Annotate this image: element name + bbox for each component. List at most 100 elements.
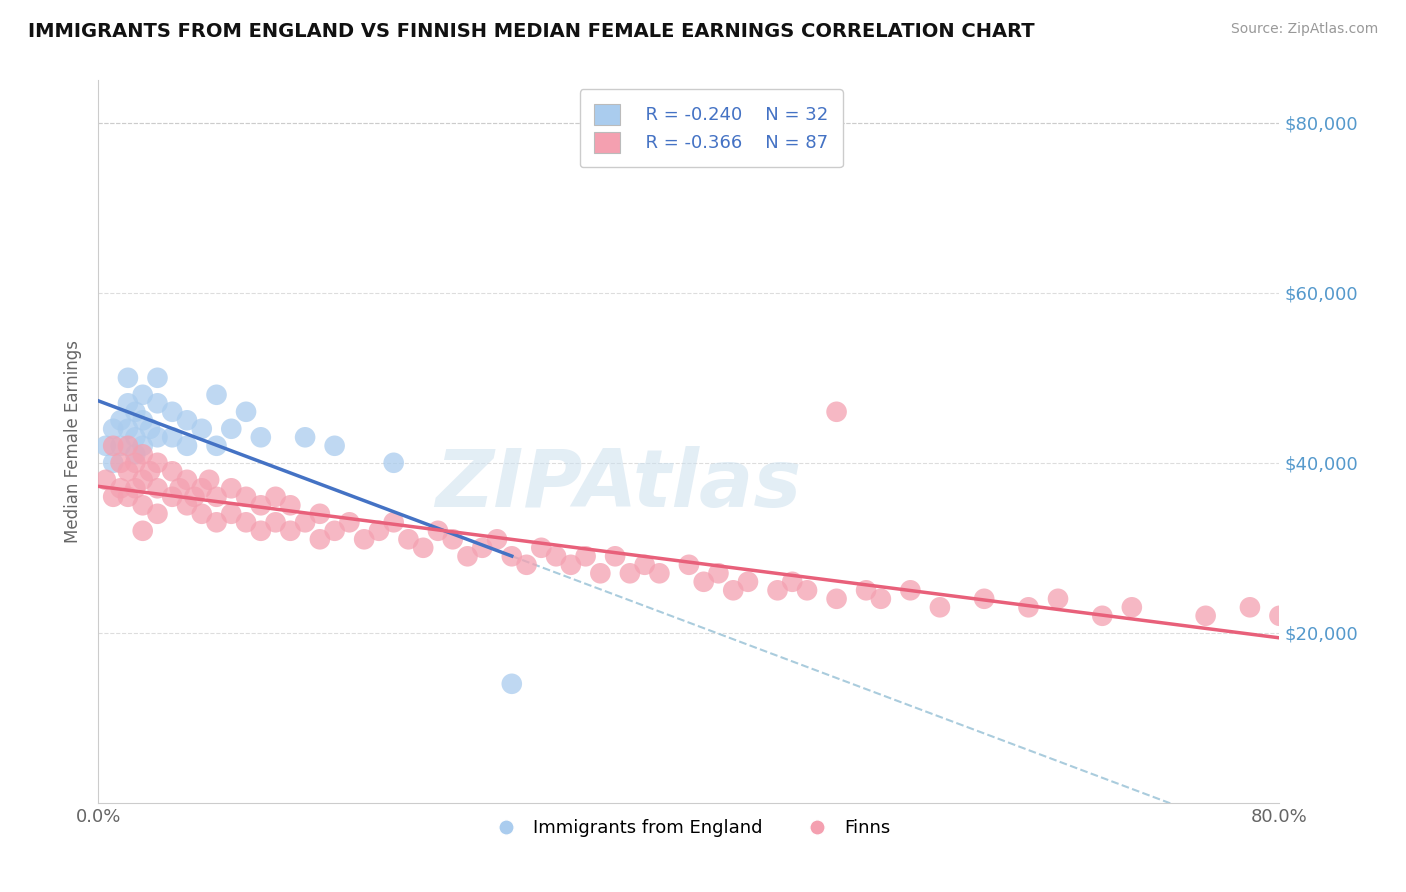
- Point: [264, 490, 287, 504]
- Point: [235, 516, 257, 530]
- Point: [323, 439, 346, 453]
- Point: [139, 422, 162, 436]
- Point: [737, 574, 759, 589]
- Point: [103, 490, 125, 504]
- Point: [486, 533, 509, 547]
- Point: [162, 490, 183, 504]
- Point: [294, 430, 316, 444]
- Point: [309, 533, 332, 547]
- Point: [1268, 608, 1291, 623]
- Point: [471, 541, 494, 555]
- Point: [183, 490, 205, 504]
- Text: IMMIGRANTS FROM ENGLAND VS FINNISH MEDIAN FEMALE EARNINGS CORRELATION CHART: IMMIGRANTS FROM ENGLAND VS FINNISH MEDIA…: [28, 22, 1035, 41]
- Point: [117, 422, 139, 436]
- Point: [124, 447, 146, 461]
- Point: [353, 533, 375, 547]
- Point: [146, 396, 169, 410]
- Point: [146, 507, 169, 521]
- Point: [619, 566, 641, 581]
- Point: [929, 600, 952, 615]
- Point: [412, 541, 434, 555]
- Point: [198, 473, 221, 487]
- Point: [132, 388, 155, 402]
- Point: [294, 516, 316, 530]
- Point: [103, 456, 125, 470]
- Point: [176, 413, 198, 427]
- Point: [825, 591, 848, 606]
- Point: [162, 430, 183, 444]
- Point: [235, 405, 257, 419]
- Point: [605, 549, 627, 564]
- Point: [124, 405, 146, 419]
- Point: [146, 371, 169, 385]
- Point: [693, 574, 716, 589]
- Point: [648, 566, 671, 581]
- Point: [146, 430, 169, 444]
- Point: [973, 591, 995, 606]
- Point: [280, 524, 302, 538]
- Point: [139, 464, 162, 478]
- Point: [146, 456, 169, 470]
- Point: [94, 473, 117, 487]
- Point: [796, 583, 818, 598]
- Point: [162, 464, 183, 478]
- Point: [441, 533, 464, 547]
- Point: [264, 516, 287, 530]
- Point: [457, 549, 479, 564]
- Point: [110, 439, 132, 453]
- Point: [560, 558, 582, 572]
- Text: Source: ZipAtlas.com: Source: ZipAtlas.com: [1230, 22, 1378, 37]
- Point: [94, 439, 117, 453]
- Point: [427, 524, 450, 538]
- Point: [132, 439, 155, 453]
- Point: [501, 677, 523, 691]
- Text: ZIPAtlas: ZIPAtlas: [434, 446, 801, 524]
- Y-axis label: Median Female Earnings: Median Female Earnings: [65, 340, 83, 543]
- Point: [870, 591, 893, 606]
- Point: [501, 549, 523, 564]
- Point: [117, 464, 139, 478]
- Point: [382, 456, 405, 470]
- Point: [132, 413, 155, 427]
- Point: [124, 481, 146, 495]
- Point: [191, 481, 214, 495]
- Point: [103, 422, 125, 436]
- Point: [146, 481, 169, 495]
- Point: [169, 481, 191, 495]
- Point: [723, 583, 745, 598]
- Point: [124, 430, 146, 444]
- Point: [250, 430, 273, 444]
- Point: [205, 516, 228, 530]
- Point: [176, 439, 198, 453]
- Point: [221, 481, 243, 495]
- Point: [205, 490, 228, 504]
- Point: [205, 439, 228, 453]
- Point: [221, 422, 243, 436]
- Point: [221, 507, 243, 521]
- Point: [634, 558, 657, 572]
- Point: [382, 516, 405, 530]
- Point: [309, 507, 332, 521]
- Point: [176, 498, 198, 512]
- Point: [855, 583, 877, 598]
- Point: [323, 524, 346, 538]
- Point: [117, 439, 139, 453]
- Point: [339, 516, 361, 530]
- Point: [117, 371, 139, 385]
- Point: [110, 456, 132, 470]
- Point: [132, 447, 155, 461]
- Point: [132, 473, 155, 487]
- Point: [678, 558, 700, 572]
- Point: [398, 533, 420, 547]
- Point: [110, 481, 132, 495]
- Point: [250, 524, 273, 538]
- Point: [589, 566, 612, 581]
- Point: [1018, 600, 1040, 615]
- Point: [103, 439, 125, 453]
- Point: [117, 490, 139, 504]
- Point: [1046, 591, 1070, 606]
- Point: [900, 583, 922, 598]
- Point: [205, 388, 228, 402]
- Legend: Immigrants from England, Finns: Immigrants from England, Finns: [481, 812, 897, 845]
- Point: [766, 583, 789, 598]
